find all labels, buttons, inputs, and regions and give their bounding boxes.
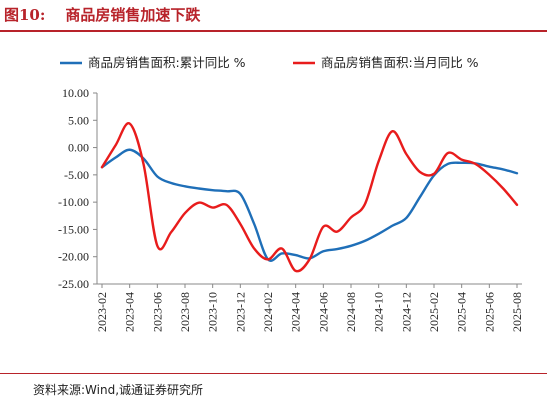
figure-title: 商品房销售加速下跌: [65, 6, 201, 24]
legend-label-monthly: 商品房销售面积:当月同比 %: [321, 55, 479, 70]
title-rule: [0, 30, 547, 32]
x-tick-label: 2025-08: [510, 292, 524, 332]
x-tick-label: 2025-04: [455, 292, 469, 332]
x-tick-label: 2024-12: [399, 292, 413, 332]
y-tick-label: 0.00: [68, 141, 89, 155]
x-tick-label: 2025-02: [427, 292, 441, 332]
source-note: 资料来源:Wind,诚通证券研究所: [33, 383, 204, 397]
x-tick-label: 2023-06: [150, 292, 164, 332]
x-tick-label: 2023-10: [206, 292, 220, 332]
x-axis: 2023-02 2023-04 2023-06 2023-08 2023-10 2023-…: [95, 283, 524, 332]
x-tick-label: 2023-12: [233, 292, 247, 332]
series-line-monthly: [100, 122, 519, 273]
source-rule: [0, 373, 547, 374]
y-tick-label: 5.00: [68, 113, 89, 127]
x-tick-label: 2024-06: [316, 292, 330, 332]
x-tick-label: 2023-08: [178, 292, 192, 332]
y-tick-label: -10.00: [58, 195, 89, 209]
figure-title-bar: 图10: 商品房销售加速下跌: [0, 0, 547, 30]
y-tick-label: -25.00: [58, 277, 89, 291]
line-chart: 商品房销售面积:累计同比 % 商品房销售面积:当月同比 % 10.00 5.00 0…: [58, 55, 524, 332]
x-tick-label: 2023-02: [95, 292, 109, 332]
x-tick-label: 2025-06: [482, 292, 496, 332]
legend: 商品房销售面积:累计同比 % 商品房销售面积:当月同比 %: [60, 55, 479, 70]
x-tick-label: 2023-04: [123, 292, 137, 332]
legend-label-cumulative: 商品房销售面积:累计同比 %: [88, 55, 246, 70]
x-tick-label: 2024-10: [372, 292, 386, 332]
x-tick-label: 2024-04: [289, 292, 303, 332]
y-tick-label: -5.00: [64, 168, 89, 182]
y-axis: 10.00 5.00 0.00 -5.00 -10.00 -15.00 -20.00 -25.…: [58, 86, 98, 291]
y-tick-label: 10.00: [62, 86, 89, 100]
series-lines: [100, 122, 519, 273]
figure-number: 图10:: [4, 6, 46, 24]
y-tick-label: -20.00: [58, 250, 89, 264]
y-tick-label: -15.00: [58, 222, 89, 236]
x-tick-label: 2024-08: [344, 292, 358, 332]
x-tick-label: 2024-02: [261, 292, 275, 332]
